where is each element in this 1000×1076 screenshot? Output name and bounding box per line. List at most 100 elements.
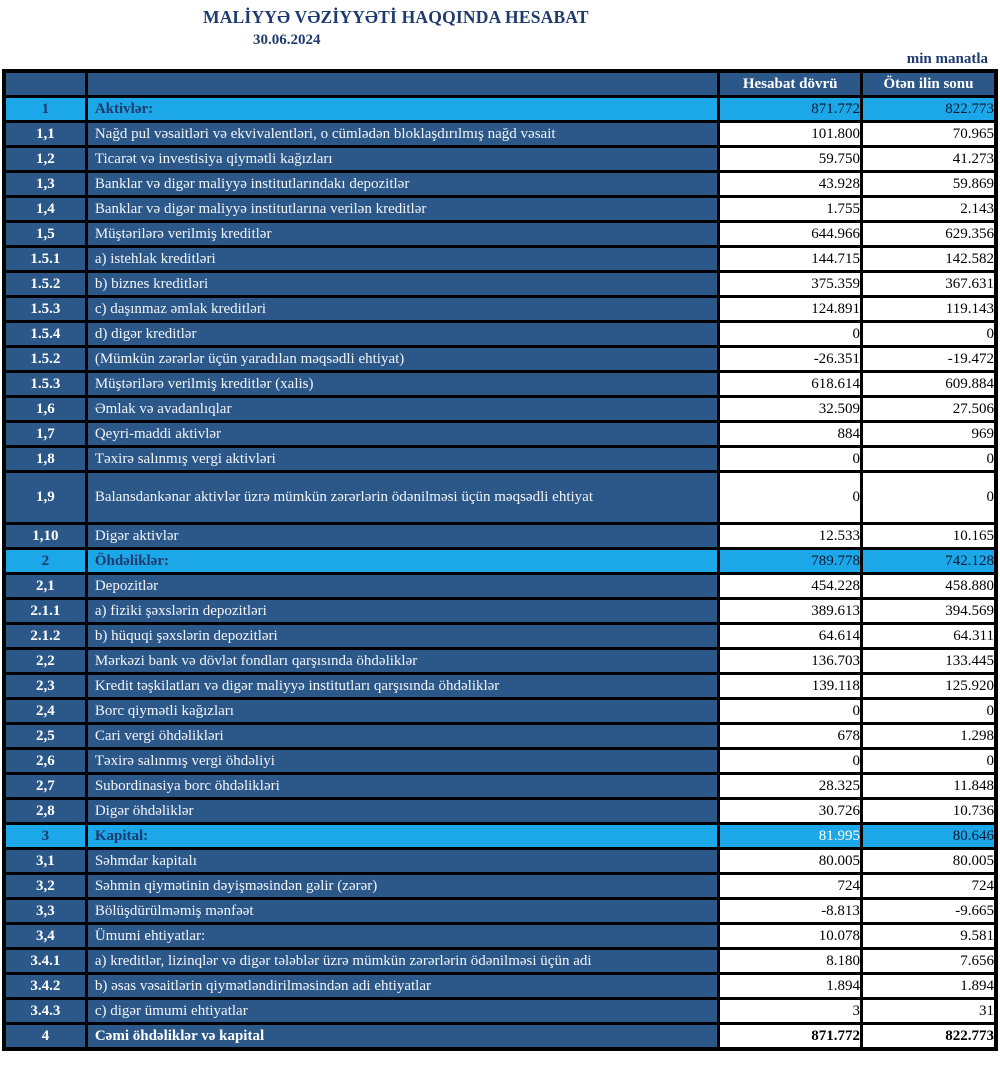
row-value-previous-cell: 822.773 bbox=[859, 95, 998, 123]
table-row: 2 Öhdəliklər: 789.778 742.128 bbox=[2, 547, 998, 575]
row-number-cell: 1.5.3 bbox=[2, 370, 88, 398]
table-row: 2,5 Cari vergi öhdəlikləri 678 1.298 bbox=[2, 722, 998, 750]
row-number-cell: 2,2 bbox=[2, 647, 88, 675]
row-number-cell: 1.5.3 bbox=[2, 295, 88, 323]
row-value-previous-cell: 0 bbox=[859, 747, 998, 775]
row-value-previous-cell: 7.656 bbox=[859, 947, 998, 975]
row-value-current-cell: 0 bbox=[717, 470, 863, 525]
row-value-current-cell: 618.614 bbox=[717, 370, 863, 398]
row-number-cell: 1,3 bbox=[2, 170, 88, 198]
row-label-cell: Öhdəliklər: bbox=[84, 547, 721, 575]
table-row: 3.4.2 b) əsas vəsaitlərin qiymətləndirilm… bbox=[2, 972, 998, 1000]
row-value-previous-cell: 119.143 bbox=[859, 295, 998, 323]
table-row: 1.5.2 b) biznes kreditləri 375.359 367.631 bbox=[2, 270, 998, 298]
row-value-previous-cell: 31 bbox=[859, 997, 998, 1025]
row-value-current-cell: 12.533 bbox=[717, 522, 863, 550]
row-value-previous-cell: 125.920 bbox=[859, 672, 998, 700]
report-page: MALİYYƏ VƏZİYYƏTİ HAQQINDA HESABAT 30.06… bbox=[0, 7, 1000, 1051]
row-label-cell: b) əsas vəsaitlərin qiymətləndirilməsind… bbox=[84, 972, 721, 1000]
table-row: 2,2 Mərkəzi bank və dövlət fondları qarşı… bbox=[2, 647, 998, 675]
row-value-current-cell: 136.703 bbox=[717, 647, 863, 675]
table-row: 1.5.4 d) digər kreditlər 0 0 bbox=[2, 320, 998, 348]
row-label-cell: b) biznes kreditləri bbox=[84, 270, 721, 298]
row-value-current-cell: 139.118 bbox=[717, 672, 863, 700]
row-number-cell: 3,1 bbox=[2, 847, 88, 875]
row-value-current-cell: 10.078 bbox=[717, 922, 863, 950]
row-label-cell: b) hüquqi şəxslərin depozitləri bbox=[84, 622, 721, 650]
table-row: 1,10 Digər aktivlər 12.533 10.165 bbox=[2, 522, 998, 550]
row-value-current-cell: -8.813 bbox=[717, 897, 863, 925]
row-label-cell: Səhmin qiymətinin dəyişməsindən gəlir (z… bbox=[84, 872, 721, 900]
row-label-cell: Kredit təşkilatları və digər maliyyə ins… bbox=[84, 672, 721, 700]
row-value-previous-cell: -9.665 bbox=[859, 897, 998, 925]
row-value-previous-cell: 9.581 bbox=[859, 922, 998, 950]
row-value-current-cell: 3 bbox=[717, 997, 863, 1025]
row-number-cell: 3,2 bbox=[2, 872, 88, 900]
row-label-cell: Ümumi ehtiyatlar: bbox=[84, 922, 721, 950]
row-label-cell: Səhmdar kapitalı bbox=[84, 847, 721, 875]
row-value-current-cell: 375.359 bbox=[717, 270, 863, 298]
row-value-current-cell: 0 bbox=[717, 445, 863, 473]
row-value-current-cell: 0 bbox=[717, 697, 863, 725]
row-number-cell: 3.4.2 bbox=[2, 972, 88, 1000]
row-value-previous-cell: 0 bbox=[859, 445, 998, 473]
table-row: 3.4.1 a) kreditlər, lizinqlər və digər tə… bbox=[2, 947, 998, 975]
row-number-cell: 3.4.3 bbox=[2, 997, 88, 1025]
row-number-cell: 2,5 bbox=[2, 722, 88, 750]
table-row: 1 Aktivlər: 871.772 822.773 bbox=[2, 95, 998, 123]
row-value-current-cell: 144.715 bbox=[717, 245, 863, 273]
row-value-current-cell: 124.891 bbox=[717, 295, 863, 323]
table-row: 1,8 Təxirə salınmış vergi aktivləri 0 0 bbox=[2, 445, 998, 473]
row-label-cell: Ticarət və investisiya qiymətli kağızlar… bbox=[84, 145, 721, 173]
row-number-cell: 1 bbox=[2, 95, 88, 123]
row-value-previous-cell: 367.631 bbox=[859, 270, 998, 298]
row-value-current-cell: 871.772 bbox=[717, 95, 863, 123]
row-value-current-cell: 30.726 bbox=[717, 797, 863, 825]
row-value-current-cell: 678 bbox=[717, 722, 863, 750]
row-value-current-cell: 0 bbox=[717, 747, 863, 775]
row-number-cell: 1,4 bbox=[2, 195, 88, 223]
row-label-cell: a) fiziki şəxslərin depozitləri bbox=[84, 597, 721, 625]
table-row: 2.1.1 a) fiziki şəxslərin depozitləri 389.… bbox=[2, 597, 998, 625]
row-label-cell: Mərkəzi bank və dövlət fondları qarşısın… bbox=[84, 647, 721, 675]
row-value-previous-cell: 133.445 bbox=[859, 647, 998, 675]
row-value-previous-cell: 0 bbox=[859, 320, 998, 348]
row-number-cell: 1,7 bbox=[2, 420, 88, 448]
table-row: 1.5.1 a) istehlak kreditləri 144.715 142.58… bbox=[2, 245, 998, 273]
table-row: 1,9 Balansdankənar aktivlər üzrə mümkün z… bbox=[2, 470, 998, 525]
row-number-cell: 2,6 bbox=[2, 747, 88, 775]
row-label-cell: a) kreditlər, lizinqlər və digər tələblə… bbox=[84, 947, 721, 975]
row-value-previous-cell: 2.143 bbox=[859, 195, 998, 223]
row-value-current-cell: 644.966 bbox=[717, 220, 863, 248]
row-value-current-cell: 81.995 bbox=[717, 822, 863, 850]
row-number-cell: 2.1.1 bbox=[2, 597, 88, 625]
row-value-previous-cell: 822.773 bbox=[859, 1022, 998, 1051]
column-header-reporting-period: Hesabat dövrü bbox=[717, 69, 863, 98]
row-value-previous-cell: 59.869 bbox=[859, 170, 998, 198]
row-number-cell: 1,2 bbox=[2, 145, 88, 173]
table-row: 3,3 Bölüşdürülməmiş mənfəət -8.813 -9.665 bbox=[2, 897, 998, 925]
row-value-previous-cell: 10.165 bbox=[859, 522, 998, 550]
row-number-cell: 2,8 bbox=[2, 797, 88, 825]
row-number-cell: 2,3 bbox=[2, 672, 88, 700]
row-value-previous-cell: 0 bbox=[859, 697, 998, 725]
row-value-current-cell: 28.325 bbox=[717, 772, 863, 800]
row-value-current-cell: 32.509 bbox=[717, 395, 863, 423]
row-label-cell: Digər aktivlər bbox=[84, 522, 721, 550]
row-value-previous-cell: 724 bbox=[859, 872, 998, 900]
row-label-cell: Digər öhdəliklər bbox=[84, 797, 721, 825]
row-label-cell: c) digər ümumi ehtiyatlar bbox=[84, 997, 721, 1025]
row-value-current-cell: 884 bbox=[717, 420, 863, 448]
row-value-current-cell: 1.894 bbox=[717, 972, 863, 1000]
row-number-cell: 4 bbox=[2, 1022, 88, 1051]
row-label-cell: c) daşınmaz əmlak kreditləri bbox=[84, 295, 721, 323]
table-row: 4 Cəmi öhdəliklər və kapital 871.772 822.77… bbox=[2, 1022, 998, 1051]
row-value-current-cell: 64.614 bbox=[717, 622, 863, 650]
row-value-previous-cell: 1.894 bbox=[859, 972, 998, 1000]
row-number-cell: 1.5.4 bbox=[2, 320, 88, 348]
row-value-current-cell: 80.005 bbox=[717, 847, 863, 875]
row-label-cell: Cari vergi öhdəlikləri bbox=[84, 722, 721, 750]
table-row: 3 Kapital: 81.995 80.646 bbox=[2, 822, 998, 850]
table-row: 1,4 Banklar və digər maliyyə institutları… bbox=[2, 195, 998, 223]
table-row: 2,3 Kredit təşkilatları və digər maliyyə … bbox=[2, 672, 998, 700]
